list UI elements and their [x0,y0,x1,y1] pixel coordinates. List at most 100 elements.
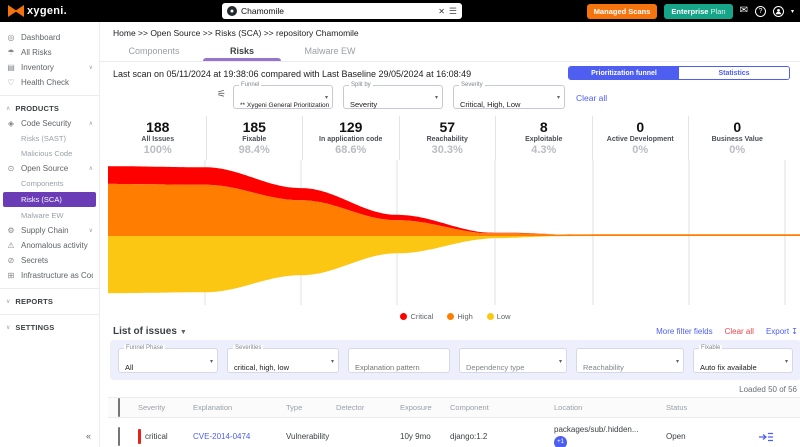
sidebar-item-label: Inventory [21,63,54,72]
chevron-down-icon: ▾ [434,95,438,101]
funnel-select[interactable]: Funnel ** Xygeni General Prioritization … [233,82,333,109]
iac-icon: ⊞ [7,271,15,280]
funnel-select-value: ** Xygeni General Prioritization [240,102,330,109]
split-by-select[interactable]: Split by Severity ▾ [343,82,443,109]
stage-count: 57 [439,119,456,135]
prioritization-funnel-toggle[interactable]: Prioritization funnel [569,67,679,79]
stage-label: Active Development [606,136,674,143]
sidebar-item-label: Open Source [21,164,69,173]
funnel-settings-icon[interactable]: ⚟ [217,89,226,100]
sidebar-item-settings[interactable]: ∨ SETTINGS [0,320,99,335]
enterprise-plan-button[interactable]: Enterprise Plan [664,3,733,19]
severity-select[interactable]: Severity Critical, High, Low ▾ [453,82,565,109]
sidebar-item-health-check[interactable]: ♡ Health Check [0,75,99,90]
sidebar-item-dashboard[interactable]: ◎ Dashboard [0,30,99,45]
location-count-badge[interactable]: +1 [554,435,567,447]
chevron-down-icon: ▼ [179,329,187,336]
chevron-down-icon: ▾ [330,359,334,365]
tab-bar: Components Risks Malware EW [100,42,800,62]
sidebar-item-label: PRODUCTS [15,104,60,113]
filter-severities[interactable]: Severities critical, high, low ▾ [227,345,339,373]
mail-icon[interactable]: ✉ [739,5,748,16]
sidebar-item-components[interactable]: Components [0,176,99,191]
tab-malware-ew[interactable]: Malware EW [304,46,356,56]
logo-text: xygeni. [27,5,68,17]
sidebar-item-open-source[interactable]: ⊙ Open Source ∧ [0,161,99,176]
status-cell: Open [666,432,686,441]
filter-value: All [125,363,134,372]
filter-funnel-phase[interactable]: Funnel Phase All ▾ [118,345,218,373]
xygeni-logo[interactable]: xygeni. [8,5,67,17]
location-cell: packages/sub/.hidden... +1 [554,425,666,447]
clear-all-filters-link[interactable]: Clear all [724,327,754,336]
severity-cell: critical [138,429,193,444]
checkbox-icon[interactable] [118,397,120,417]
filter-label: Fixable [699,345,723,351]
global-search[interactable]: ● ✕ ☰ [222,3,462,19]
chevron-down-icon: ▾ [675,359,679,365]
clear-all-funnel-link[interactable]: Clear all [576,93,608,103]
filter-label: Severities [233,345,264,351]
search-filter-icon[interactable]: ☰ [448,5,457,16]
split-by-label: Split by [349,82,373,88]
sidebar-item-reports[interactable]: ∨ REPORTS [0,294,99,309]
legend-dot-icon [400,312,408,320]
filter-reachability[interactable]: Reachability ▾ [576,348,684,373]
legend-dot-icon [486,312,494,320]
stage-count: 0 [636,119,645,135]
tab-components[interactable]: Components [128,46,180,56]
sidebar-item-all-risks[interactable]: ☂ All Risks [0,45,99,60]
filter-input-explanation-pattern[interactable] [355,363,437,372]
sidebar-item-products[interactable]: ∧ PRODUCTS [0,101,99,116]
sidebar-item-label: Components [21,179,64,188]
filter-label: Funnel Phase [124,345,166,351]
list-of-issues-title[interactable]: List of issues ▼ [113,326,187,337]
search-input[interactable] [241,6,435,16]
filter-value: Reachability [583,363,624,372]
funnel-chart [108,160,800,305]
sidebar-item-supply-chain[interactable]: ⚙ Supply Chain ∨ [0,223,99,238]
more-filter-fields-link[interactable]: More filter fields [656,327,713,336]
sidebar-item-label: Dashboard [21,33,61,42]
column-header-location: Location [554,403,583,412]
stage-percent: 30.3% [431,144,463,156]
tab-risks[interactable]: Risks [198,42,286,61]
sidebar-item-malicious-code[interactable]: Malicious Code [0,146,99,161]
sidebar-item-inventory[interactable]: ▤ Inventory ∨ [0,60,99,75]
clear-search-icon[interactable]: ✕ [438,6,445,16]
filter-fixable[interactable]: Fixable Auto fix available ▾ [693,345,793,373]
open-details-icon[interactable] [750,432,782,442]
chevron-up-icon: ∧ [88,166,93,172]
legend-item-critical: Critical [400,312,433,321]
sidebar-item-secrets[interactable]: ⊘ Secrets [0,253,99,268]
view-toggle: Prioritization funnel Statistics [568,66,790,80]
enterprise-bold: Enterprise [671,6,709,16]
sidebar-item-infrastructure-as-code[interactable]: ⊞ Infrastructure as Code [0,268,99,283]
help-icon[interactable]: ? [754,5,766,17]
column-header-exposure: Exposure [400,403,432,412]
explanation-cell: CVE-2014-0474 [193,432,286,441]
stage-label: Reachability [426,136,468,143]
user-avatar-icon[interactable] [772,5,784,17]
secrets-icon: ⊘ [7,256,15,265]
exposure-cell: 10y 9mo [400,432,431,441]
user-menu-caret-icon[interactable]: ▾ [790,8,794,15]
sidebar-item-code-security[interactable]: ◈ Code Security ∧ [0,116,99,131]
managed-scans-button[interactable]: Managed Scans [586,3,658,19]
select-all-checkbox[interactable] [108,397,138,417]
filter-dependency-type[interactable]: Dependency type ▾ [459,348,567,373]
cve-link[interactable]: CVE-2014-0474 [193,432,251,441]
funnel-stage-reachability: 57 Reachability 30.3% [400,116,496,160]
sidebar-item-risks-sast[interactable]: Risks (SAST) [0,131,99,146]
export-link[interactable]: Export ↧ [766,327,798,336]
sidebar-item-risks-sca[interactable]: Risks (SCA) [3,192,96,207]
sidebar: ◎ Dashboard ☂ All Risks ▤ Inventory ∨ ♡ Health C… [0,22,100,447]
statistics-toggle[interactable]: Statistics [679,67,789,79]
sidebar-collapse-icon[interactable]: « [85,431,91,441]
stage-label: Exploitable [525,136,563,143]
sidebar-divider [0,95,99,96]
sidebar-item-malware-ew[interactable]: Malware EW [0,208,99,223]
row-checkbox[interactable] [118,426,120,446]
sidebar-item-anomalous-activity[interactable]: ⚠ Anomalous activity [0,238,99,253]
chevron-down-icon: ∨ [88,228,93,234]
